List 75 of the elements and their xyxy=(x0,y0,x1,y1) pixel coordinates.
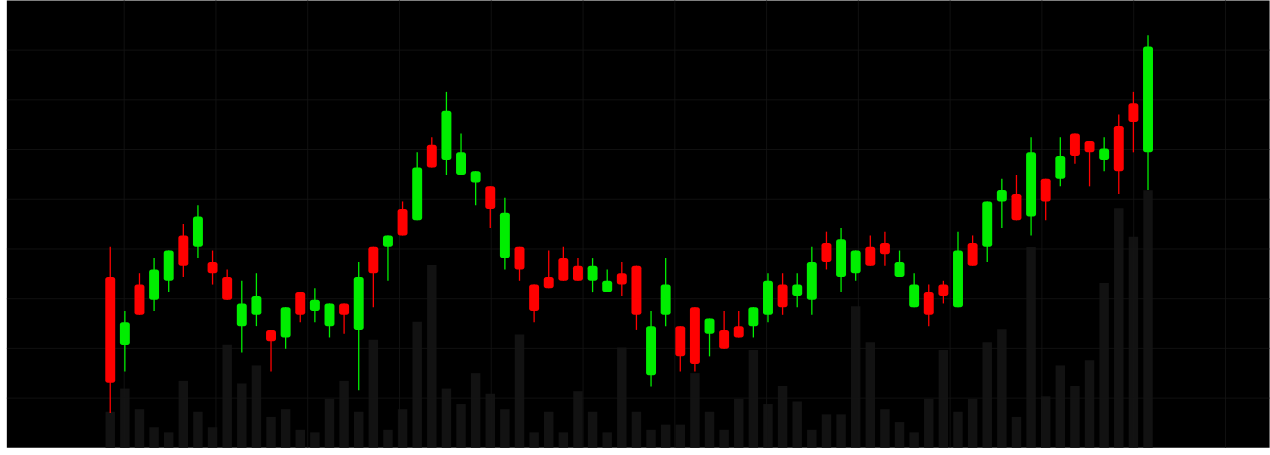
bar xyxy=(500,409,510,448)
bar xyxy=(807,429,817,448)
bar xyxy=(193,411,203,448)
candlestick xyxy=(733,310,744,339)
candlestick xyxy=(996,178,1007,229)
candlestick xyxy=(295,291,306,324)
bar xyxy=(821,414,832,448)
candlestick xyxy=(222,268,233,301)
candlestick xyxy=(382,234,393,282)
bar xyxy=(719,429,729,448)
candlestick xyxy=(938,280,949,305)
candlestick xyxy=(909,272,920,309)
candlestick xyxy=(1040,178,1051,222)
bar xyxy=(660,424,671,448)
bar xyxy=(544,411,554,448)
candlestick xyxy=(967,234,978,267)
candlestick xyxy=(777,272,788,316)
candlestick xyxy=(1069,132,1080,165)
candlestick xyxy=(704,318,715,358)
bar xyxy=(529,432,539,448)
bar xyxy=(354,411,364,448)
candlestick xyxy=(573,257,583,282)
bar xyxy=(646,429,656,448)
bar xyxy=(456,404,466,448)
bar xyxy=(587,411,598,448)
candlestick xyxy=(1055,136,1066,188)
candlestick xyxy=(850,250,861,282)
bar xyxy=(792,401,802,448)
candlestick xyxy=(1128,91,1139,154)
candlestick xyxy=(236,280,247,354)
bar xyxy=(310,432,320,448)
bar xyxy=(836,414,846,448)
bar xyxy=(909,432,919,448)
candlestick xyxy=(251,272,262,327)
bar xyxy=(1011,417,1022,448)
candlestick xyxy=(879,231,890,267)
bar xyxy=(953,411,963,448)
candlestick xyxy=(616,261,627,297)
candlestick xyxy=(514,246,525,282)
bar xyxy=(383,429,393,448)
bar xyxy=(894,422,905,448)
candlestick xyxy=(1084,140,1095,188)
candlestick xyxy=(821,231,832,271)
candlestick xyxy=(426,136,437,169)
candlestick xyxy=(865,234,876,267)
bar xyxy=(266,417,276,448)
candlestick xyxy=(543,250,554,290)
candlestick xyxy=(456,132,467,176)
candlestick xyxy=(119,310,130,373)
bar xyxy=(602,432,612,448)
candlestick xyxy=(923,284,934,327)
candlestick xyxy=(309,287,320,324)
bar xyxy=(704,411,715,448)
candlestick xyxy=(266,329,276,373)
bar xyxy=(558,432,569,448)
bar xyxy=(105,411,115,448)
candlestick xyxy=(1099,136,1110,173)
candlestick xyxy=(748,306,759,339)
candlestick xyxy=(339,302,350,335)
candlestick xyxy=(587,257,598,293)
bar xyxy=(280,409,291,448)
candlestick xyxy=(324,302,335,339)
candlestick xyxy=(719,310,730,350)
candlestick xyxy=(894,250,905,278)
candlestick xyxy=(792,272,803,309)
candlestick xyxy=(207,250,218,286)
bar xyxy=(631,411,642,448)
bar xyxy=(163,432,174,448)
candlestick xyxy=(470,170,481,207)
candlestick xyxy=(558,246,569,282)
bar xyxy=(295,429,305,448)
candlestick xyxy=(485,185,496,229)
bar xyxy=(149,427,159,448)
bar xyxy=(134,409,145,448)
bar xyxy=(880,409,890,448)
